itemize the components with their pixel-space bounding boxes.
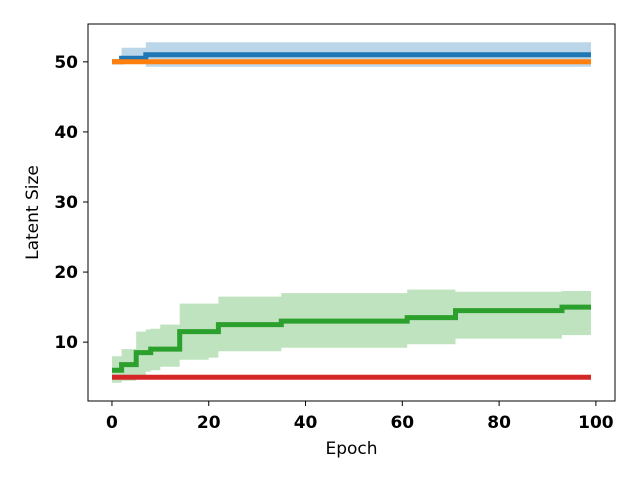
- x-tick-label: 0: [106, 413, 118, 433]
- x-axis-ticks: 0 20 40 60 80 100: [106, 401, 614, 433]
- y-tick-label: 20: [54, 263, 78, 283]
- x-tick-label: 60: [390, 413, 414, 433]
- series-lines: [112, 52, 591, 380]
- series-3-line: [112, 304, 591, 373]
- x-tick-label: 40: [294, 413, 318, 433]
- y-tick-label: 40: [54, 123, 78, 143]
- y-tick-label: 10: [54, 333, 78, 353]
- x-tick-label: 20: [197, 413, 221, 433]
- y-tick-label: 50: [54, 53, 78, 73]
- x-tick-label: 80: [487, 413, 511, 433]
- y-axis-label: Latent Size: [23, 165, 43, 260]
- y-axis-ticks: 10 20 30 40 50: [54, 53, 88, 353]
- x-tick-label: 100: [578, 413, 614, 433]
- series-1-line: [112, 52, 591, 65]
- plot-frame: [87, 23, 616, 402]
- series-3-band: [112, 289, 591, 383]
- x-axis-label: Epoch: [325, 439, 377, 459]
- y-tick-label: 30: [54, 193, 78, 213]
